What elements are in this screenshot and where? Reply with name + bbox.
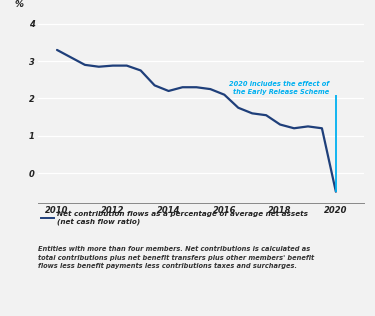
Text: %: % — [15, 0, 24, 9]
Legend: Net contribution flows as a percentage of average net assets
(net cash flow rati: Net contribution flows as a percentage o… — [38, 208, 311, 228]
Text: 2020 includes the effect of
the Early Release Scheme: 2020 includes the effect of the Early Re… — [229, 81, 329, 95]
Text: Entities with more than four members. Net contributions is calculated as
total c: Entities with more than four members. Ne… — [38, 246, 314, 269]
